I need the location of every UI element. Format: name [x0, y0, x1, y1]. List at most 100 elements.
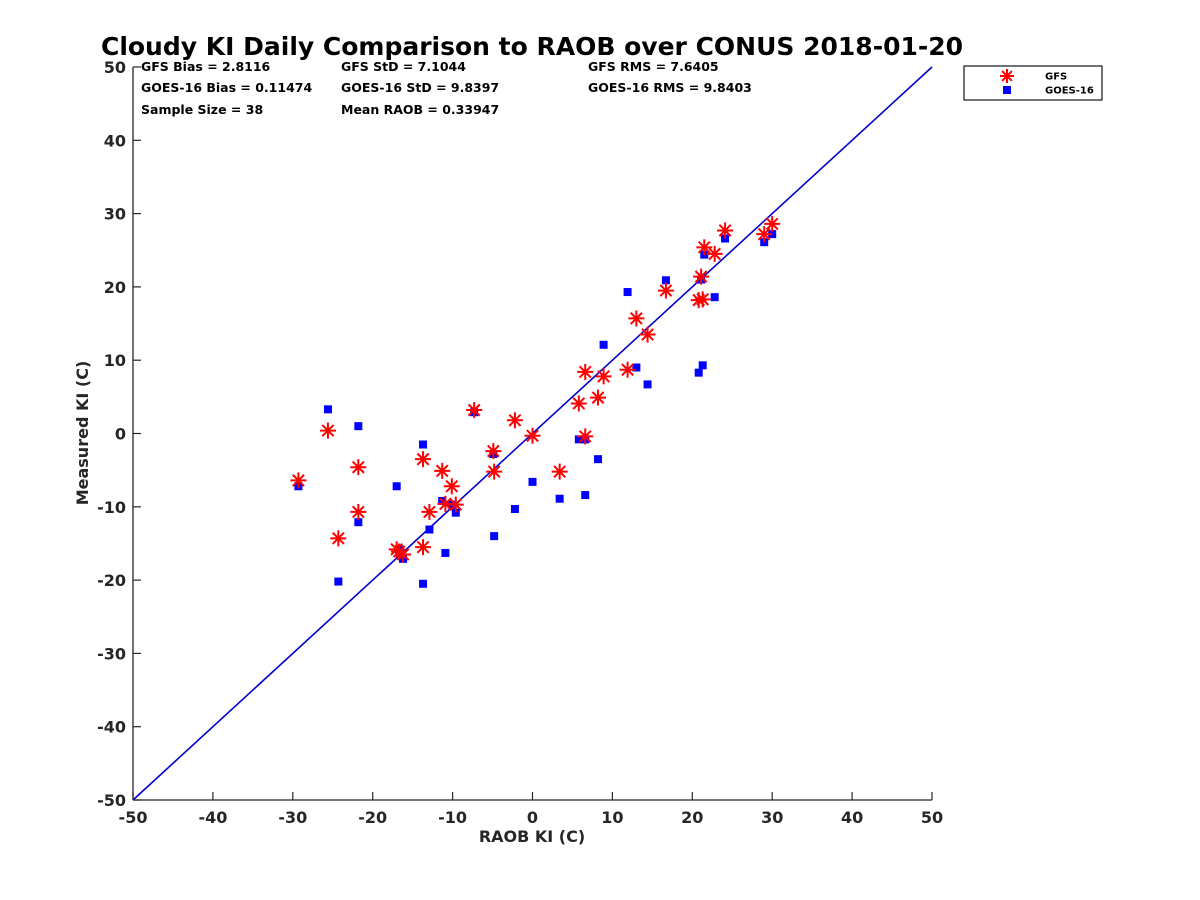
gfs-point — [628, 310, 645, 327]
gfs-point — [434, 462, 451, 479]
gfs-point — [590, 389, 607, 406]
gfs-point — [350, 459, 367, 476]
gfs-point — [443, 478, 460, 495]
x-tick-label: -10 — [438, 808, 467, 827]
x-axis-label: RAOB KI (C) — [479, 827, 585, 846]
y-tick-label: 50 — [104, 58, 126, 77]
goes16-point — [555, 494, 564, 503]
y-tick-label: -40 — [97, 718, 126, 737]
x-tick-label: 30 — [761, 808, 783, 827]
y-tick-label: -20 — [97, 571, 126, 590]
goes16-point — [594, 455, 603, 464]
goes16-point — [623, 288, 632, 297]
x-tick-label: 40 — [841, 808, 863, 827]
x-tick-label: -20 — [358, 808, 387, 827]
goes16-point — [661, 276, 670, 285]
gfs-point — [350, 503, 367, 520]
gfs-point — [290, 472, 307, 489]
stat-text: GOES-16 Bias = 0.11474 — [141, 80, 312, 95]
goes16-point — [698, 361, 707, 370]
gfs-point — [694, 291, 711, 308]
data-marks — [290, 215, 781, 588]
gfs-point — [657, 282, 674, 299]
x-tick-label: 0 — [527, 808, 538, 827]
y-tick-label: 20 — [104, 278, 126, 297]
x-tick-label: 20 — [681, 808, 703, 827]
axes: -50 -40 -30 -20 -10 0 10 20 30 40 50 -50 -40 -30 -20 -1… — [97, 58, 943, 827]
gfs-point — [551, 463, 568, 480]
goes16-point — [425, 525, 434, 534]
y-axis-label: Measured KI (C) — [73, 361, 92, 506]
stat-text: Sample Size = 38 — [141, 102, 263, 117]
x-tick-label: -50 — [119, 808, 148, 827]
gfs-point — [696, 239, 713, 256]
y-tick-label: 30 — [104, 205, 126, 224]
stat-text: GFS StD = 7.1044 — [341, 59, 466, 74]
gfs-point — [756, 226, 773, 243]
goes16-point — [721, 234, 730, 243]
gfs-point — [577, 428, 594, 445]
gfs-point — [619, 361, 636, 378]
goes16-point — [419, 579, 428, 588]
gfs-point — [524, 427, 541, 444]
stat-text: GOES-16 RMS = 9.8403 — [588, 80, 752, 95]
gfs-point — [595, 368, 612, 385]
goes16-point — [354, 422, 363, 431]
stat-text: GOES-16 StD = 9.8397 — [341, 80, 499, 95]
y-tick-label: 10 — [104, 351, 126, 370]
y-tick-label: -10 — [97, 498, 126, 517]
goes16-point — [760, 238, 769, 247]
gfs-point — [486, 463, 503, 480]
y-tick-label: 0 — [115, 425, 126, 444]
gfs-point — [415, 539, 432, 556]
statistics-block: GFS Bias = 2.8116 GFS StD = 7.1044 GFS RMS… — [141, 59, 752, 117]
x-tick-label: 10 — [601, 808, 623, 827]
gfs-point — [415, 451, 432, 468]
stat-text: Mean RAOB = 0.33947 — [341, 102, 499, 117]
goes16-point — [451, 508, 460, 517]
gfs-point — [639, 326, 656, 343]
gfs-point — [764, 215, 781, 232]
legend-box — [963, 65, 1103, 101]
legend-marker-gfs — [1000, 69, 1014, 83]
goes16-point — [510, 504, 519, 513]
gfs-point — [693, 268, 710, 285]
gfs-point — [506, 412, 523, 429]
goes16-point — [581, 491, 590, 500]
y-tick-label: -50 — [97, 791, 126, 810]
legend-label: GOES-16 — [1045, 86, 1094, 97]
goes16-point — [441, 548, 450, 557]
goes16-point — [392, 482, 401, 491]
gfs-point — [421, 503, 438, 520]
x-tick-label: 50 — [921, 808, 943, 827]
goes16-point — [490, 532, 499, 541]
goes16-point — [323, 405, 332, 414]
legend-marker-goes16 — [1003, 86, 1011, 94]
legend: GFS GOES-16 — [963, 65, 1103, 101]
gfs-point — [717, 222, 734, 239]
gfs-point — [447, 496, 464, 513]
goes16-point — [334, 577, 343, 586]
gfs-point — [706, 245, 723, 262]
goes16-point — [354, 518, 363, 527]
goes16-point — [419, 440, 428, 449]
stat-text: GFS Bias = 2.8116 — [141, 59, 271, 74]
x-tick-label: -30 — [278, 808, 307, 827]
gfs-point — [395, 546, 412, 563]
goes16-point — [632, 363, 641, 372]
y-tick-label: 40 — [104, 131, 126, 150]
gfs-point — [485, 443, 502, 460]
chart-title: Cloudy KI Daily Comparison to RAOB over … — [101, 32, 963, 61]
gfs-point — [330, 530, 347, 547]
gfs-point — [319, 422, 336, 439]
x-tick-label: -40 — [198, 808, 227, 827]
goes16-point — [643, 380, 652, 389]
gfs-point — [466, 402, 483, 419]
stat-text: GFS RMS = 7.6405 — [588, 59, 719, 74]
legend-label: GFS — [1045, 72, 1067, 83]
gfs-point — [570, 395, 587, 412]
goes16-point — [694, 368, 703, 377]
goes16-point — [574, 435, 583, 444]
gfs-point — [437, 495, 454, 512]
